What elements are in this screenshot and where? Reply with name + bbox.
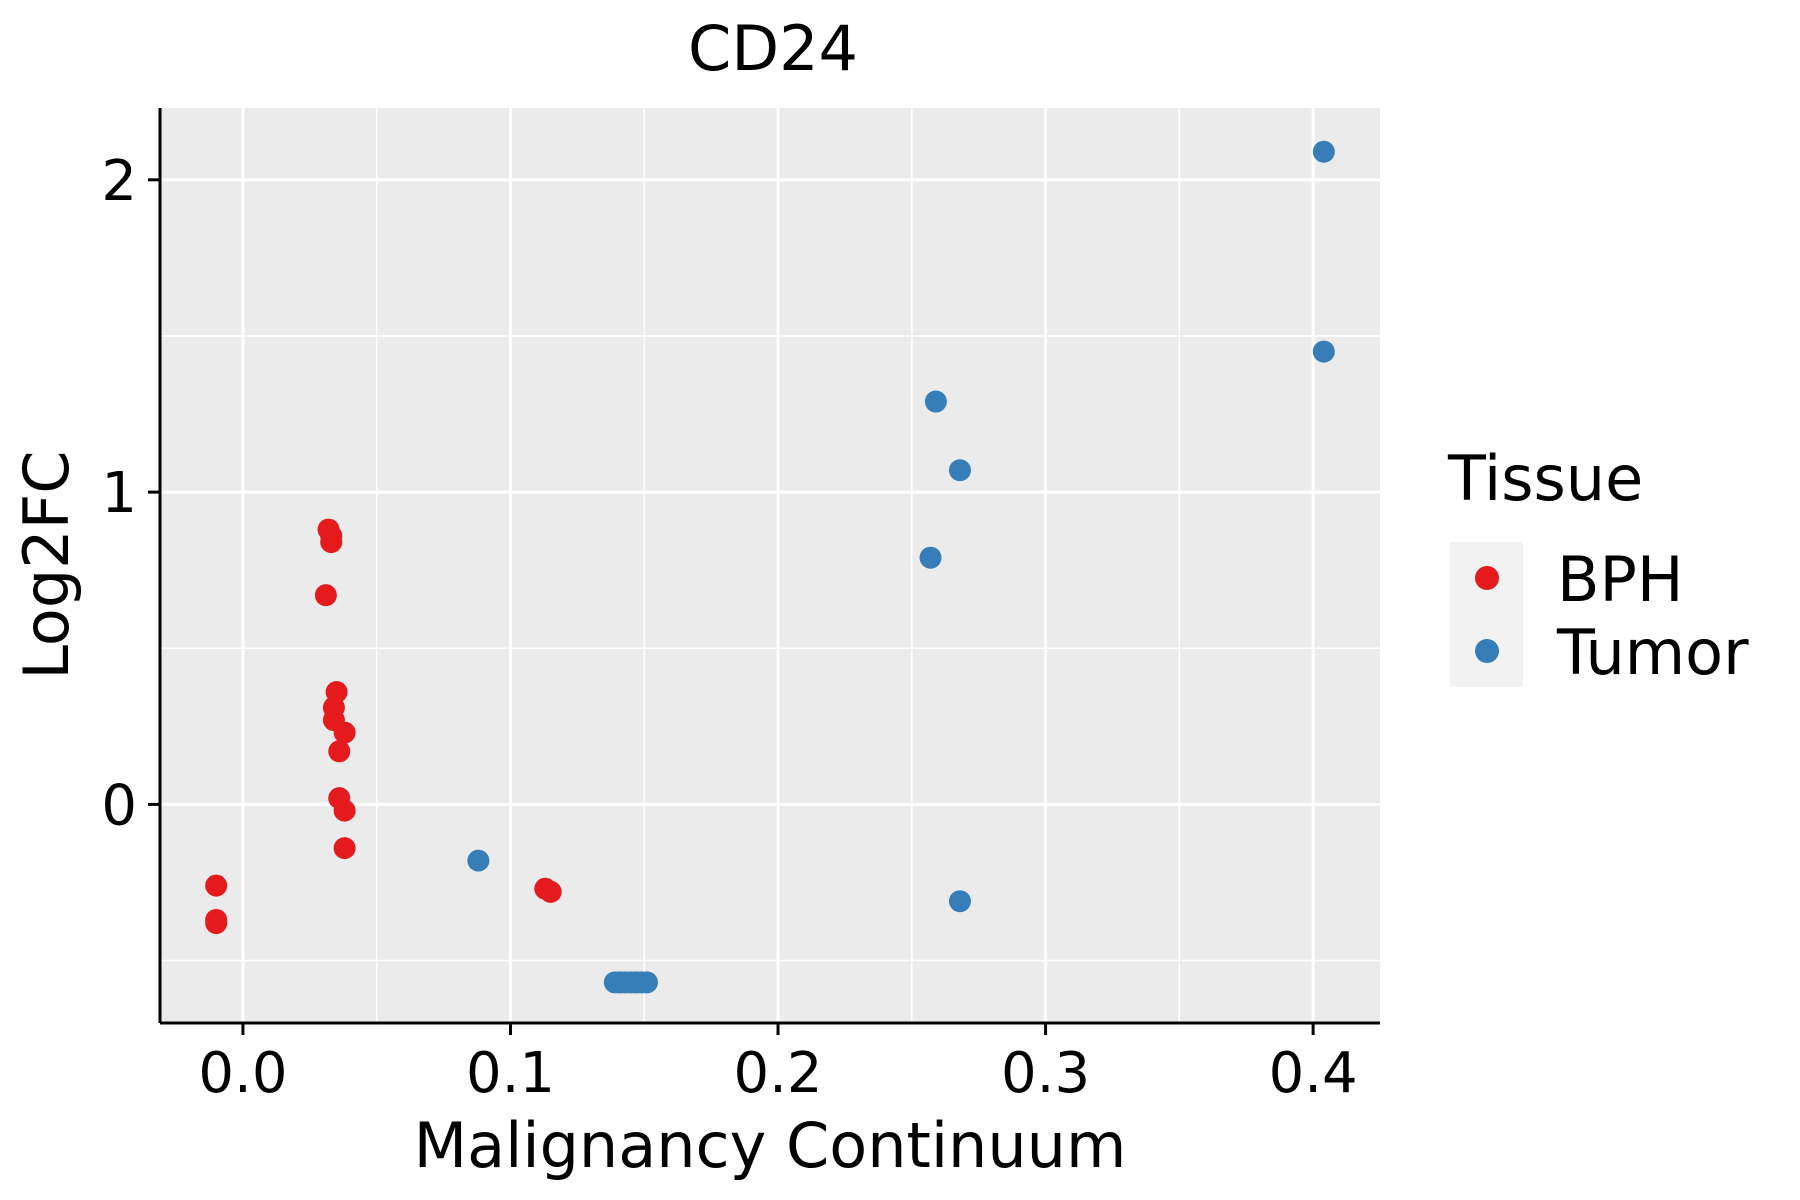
y-axis-title: Log2FC [10,450,83,679]
y-tick-label: 2 [101,149,137,214]
grid-major [160,108,1380,1023]
data-point-bph [333,837,356,860]
data-point-bph [333,799,356,822]
legend-key-bph [1475,566,1499,590]
x-tick-label: 0.0 [198,1041,287,1106]
data-point-tumor [1312,140,1335,163]
x-tick-label: 0.3 [1001,1041,1090,1106]
y-tick-label: 1 [101,461,137,526]
data-point-tumor [467,849,490,872]
legend-key-background [1450,542,1523,687]
plot-panel [160,108,1380,1023]
grid-minor [160,108,1380,1023]
x-axis-title: Malignancy Continuum [414,1109,1127,1182]
y-tick-label: 0 [101,773,137,838]
data-point-bph [333,721,356,744]
legend-label-bph: BPH [1557,543,1684,616]
x-tick-label: 0.1 [466,1041,555,1106]
legend-title: Tissue [1447,442,1643,515]
data-point-tumor [635,971,658,994]
data-point-tumor [1312,340,1335,363]
data-point-bph [539,880,562,903]
data-point-tumor [919,546,942,569]
points-layer [205,140,1335,994]
chart-title: CD24 [688,12,858,85]
data-point-bph [320,531,343,554]
x-ticks: 0.0 0.1 0.2 0.3 0.4 [198,1023,1358,1106]
data-point-tumor [948,459,971,482]
data-point-bph [205,874,228,897]
legend: Tissue BPH Tumor [1447,442,1749,689]
data-point-tumor [924,390,947,413]
x-tick-label: 0.2 [733,1041,822,1106]
data-point-tumor [948,890,971,913]
y-ticks: 0 1 2 [101,149,160,838]
legend-key-tumor [1475,639,1499,663]
x-tick-label: 0.4 [1269,1041,1358,1106]
data-point-bph [314,584,337,607]
legend-label-tumor: Tumor [1556,616,1749,689]
data-point-bph [205,912,228,935]
data-point-bph [328,740,351,763]
